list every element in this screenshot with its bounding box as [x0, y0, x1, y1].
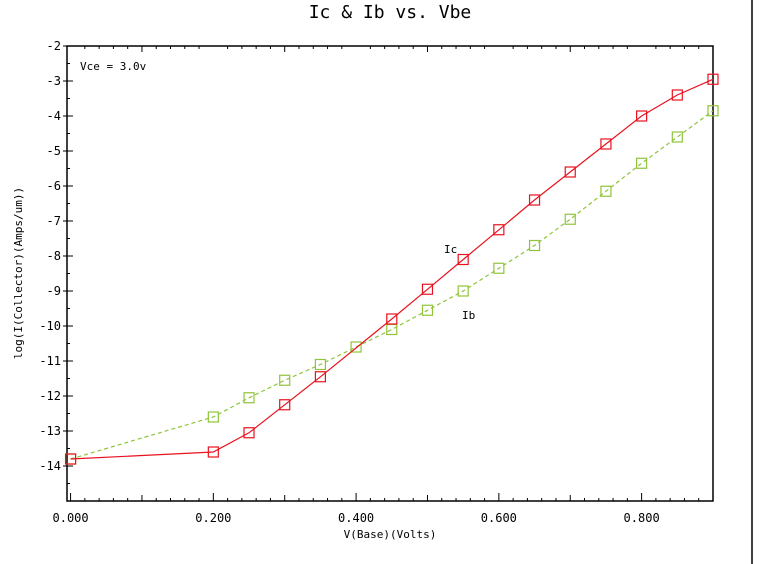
series-label-ic: Ic [444, 243, 457, 256]
x-tick-label: 0.600 [481, 511, 517, 525]
marker-ic [636, 110, 648, 122]
chart-title: Ic & Ib vs. Vbe [309, 2, 472, 23]
y-tick-label: -2 [47, 39, 61, 53]
marker-ib [528, 239, 541, 252]
y-tick-label: -12 [39, 389, 61, 403]
plot-frame [66, 45, 714, 502]
y-axis: -2 -3 -4 -5 -6 -7 -8 -9 -10 -11 -12 -13 -14 [39, 39, 73, 484]
y-tick-label: -8 [47, 249, 61, 263]
marker-ib [386, 323, 398, 336]
marker-ib [707, 105, 719, 117]
vce-annotation: Vce = 3.0v [80, 60, 147, 73]
marker-ib [636, 157, 648, 169]
y-tick-label: -14 [39, 459, 61, 473]
marker-ic [493, 224, 505, 236]
marker-ic [600, 138, 612, 150]
marker-ic [386, 313, 398, 325]
marker-ic [421, 283, 434, 295]
x-axis-title: V(Base)(Volts) [344, 528, 437, 541]
x-tick-label: 0.400 [338, 511, 374, 525]
y-tick-label: -4 [47, 109, 61, 123]
marker-ic [64, 453, 77, 465]
marker-ic [279, 399, 291, 411]
y-tick-label: -6 [47, 179, 61, 193]
y-tick-label: -9 [47, 284, 61, 298]
x-tick-label: 0.200 [195, 511, 231, 525]
y-tick-label: -5 [47, 144, 61, 158]
marker-ic [207, 446, 219, 458]
marker-ib [279, 374, 291, 386]
marker-ic [528, 194, 541, 206]
y-tick-label: -13 [39, 424, 61, 438]
marker-ib [671, 131, 683, 143]
y-tick-label: -7 [47, 214, 61, 228]
x-tick-label: 0.000 [53, 511, 89, 525]
series-line-ib [70, 110, 714, 460]
marker-ic [314, 371, 327, 383]
marker-ib [421, 304, 434, 316]
marker-ic [707, 73, 719, 85]
marker-ic [457, 253, 469, 266]
marker-ib [564, 213, 576, 225]
y-tick-label: -11 [39, 354, 61, 368]
marker-ib [207, 411, 219, 423]
y-axis-title: log(I(Collector)(Amps/um)) [12, 187, 25, 359]
marker-ic [671, 89, 683, 101]
marker-ib [457, 285, 469, 297]
y-tick-label: -10 [39, 319, 61, 333]
x-tick-label: 0.800 [624, 511, 660, 525]
marker-ib [600, 185, 612, 197]
y-tick-label: -3 [47, 74, 61, 88]
marker-ib [314, 358, 327, 371]
series-line-ic [70, 78, 714, 460]
marker-ic [243, 427, 255, 439]
series-label-ib: Ib [462, 309, 475, 322]
x-axis: 0.000 0.200 0.400 0.600 0.800 [53, 46, 700, 525]
marker-ib [350, 341, 362, 353]
series-layer [64, 73, 719, 465]
marker-ib [493, 262, 505, 274]
marker-ic [564, 166, 576, 178]
marker-ib [243, 392, 255, 404]
